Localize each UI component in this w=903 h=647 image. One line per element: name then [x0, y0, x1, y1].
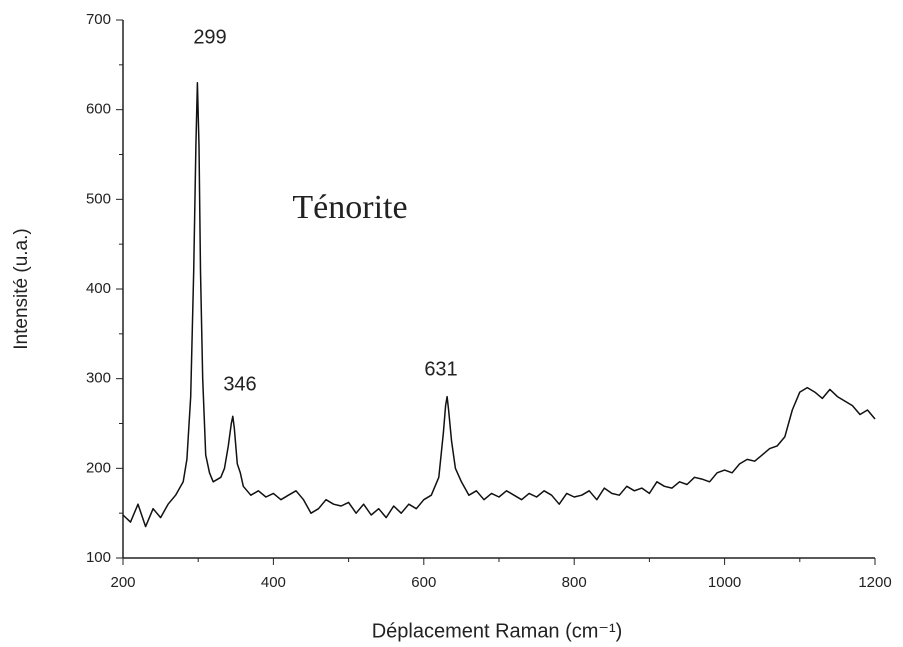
x-tick-label: 600 [411, 574, 436, 591]
annotation: Ténorite [292, 189, 407, 226]
y-tick-label: 700 [86, 11, 111, 28]
y-tick-label: 400 [86, 280, 111, 297]
annotation: 346 [223, 373, 256, 395]
x-tick-label: 1200 [858, 574, 891, 591]
y-tick-label: 500 [86, 190, 111, 207]
y-tick-label: 100 [86, 549, 111, 566]
y-tick-label: 200 [86, 459, 111, 476]
x-tick-label: 200 [110, 574, 135, 591]
annotation: 299 [193, 26, 226, 48]
annotation: 631 [424, 358, 457, 380]
x-axis-label: Déplacement Raman (cm⁻¹) [372, 620, 623, 642]
x-tick-label: 800 [562, 574, 587, 591]
y-axis-label: Intensité (u.a.) [11, 228, 32, 349]
y-tick-label: 600 [86, 101, 111, 118]
x-tick-label: 1000 [708, 574, 741, 591]
x-tick-label: 400 [261, 574, 286, 591]
spectrum-line [122, 82, 876, 528]
y-tick-label: 300 [86, 370, 111, 387]
